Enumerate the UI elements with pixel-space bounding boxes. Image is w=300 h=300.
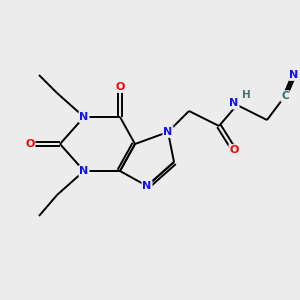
Text: N: N <box>290 70 298 80</box>
Text: O: O <box>25 139 35 149</box>
Text: H: H <box>242 89 251 100</box>
Text: O: O <box>115 82 125 92</box>
Text: N: N <box>80 112 88 122</box>
Text: C: C <box>281 91 289 101</box>
Text: N: N <box>142 181 152 191</box>
Text: N: N <box>230 98 238 109</box>
Text: N: N <box>164 127 172 137</box>
Text: O: O <box>229 145 239 155</box>
Text: N: N <box>80 166 88 176</box>
